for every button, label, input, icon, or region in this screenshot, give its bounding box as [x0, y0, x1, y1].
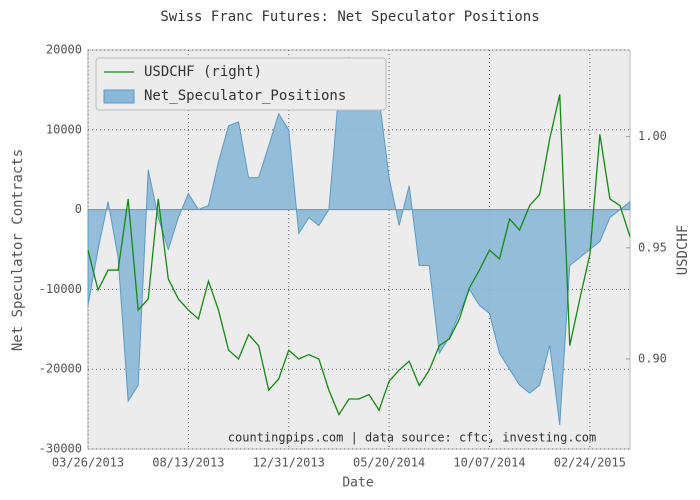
- legend-swatch: [103, 89, 135, 104]
- y-axis-label: Net Speculator Contracts: [10, 149, 26, 351]
- annotation: countingpips.com | data source: cftc, in…: [228, 431, 596, 445]
- y2-tick-label: 0.90: [638, 351, 667, 365]
- y-tick-label: -20000: [39, 362, 82, 376]
- y2-tick-label: 0.95: [638, 240, 667, 254]
- plot-layer: [87, 49, 631, 450]
- y2-axis-label: USDCHF: [675, 225, 691, 276]
- y-tick-label: 10000: [46, 122, 82, 136]
- y2-tick-label: 1.00: [638, 129, 667, 143]
- y-tick-label: -30000: [39, 442, 82, 456]
- y-tick-label: 20000: [46, 43, 82, 57]
- x-tick-label: 12/31/2013: [253, 456, 325, 470]
- x-axis-label: Date: [342, 476, 373, 491]
- line: [87, 94, 631, 416]
- x-tick-label: 03/26/2013: [52, 456, 124, 470]
- legend-label: USDCHF (right): [144, 64, 262, 80]
- chart-title: Swiss Franc Futures: Net Speculator Posi…: [160, 9, 539, 25]
- x-tick-label: 05/20/2014: [353, 456, 425, 470]
- x-tick-label: 08/13/2013: [152, 456, 224, 470]
- y-tick-label: 0: [75, 202, 82, 216]
- legend-box: [95, 57, 387, 111]
- x-tick-label: 10/07/2014: [453, 456, 525, 470]
- y-tick-label: -10000: [39, 282, 82, 296]
- legend-label: Net_Speculator_Positions: [144, 88, 346, 104]
- x-tick-label: 02/24/2015: [554, 456, 626, 470]
- legend: USDCHF (right) Net_Speculator_Positions: [95, 57, 387, 111]
